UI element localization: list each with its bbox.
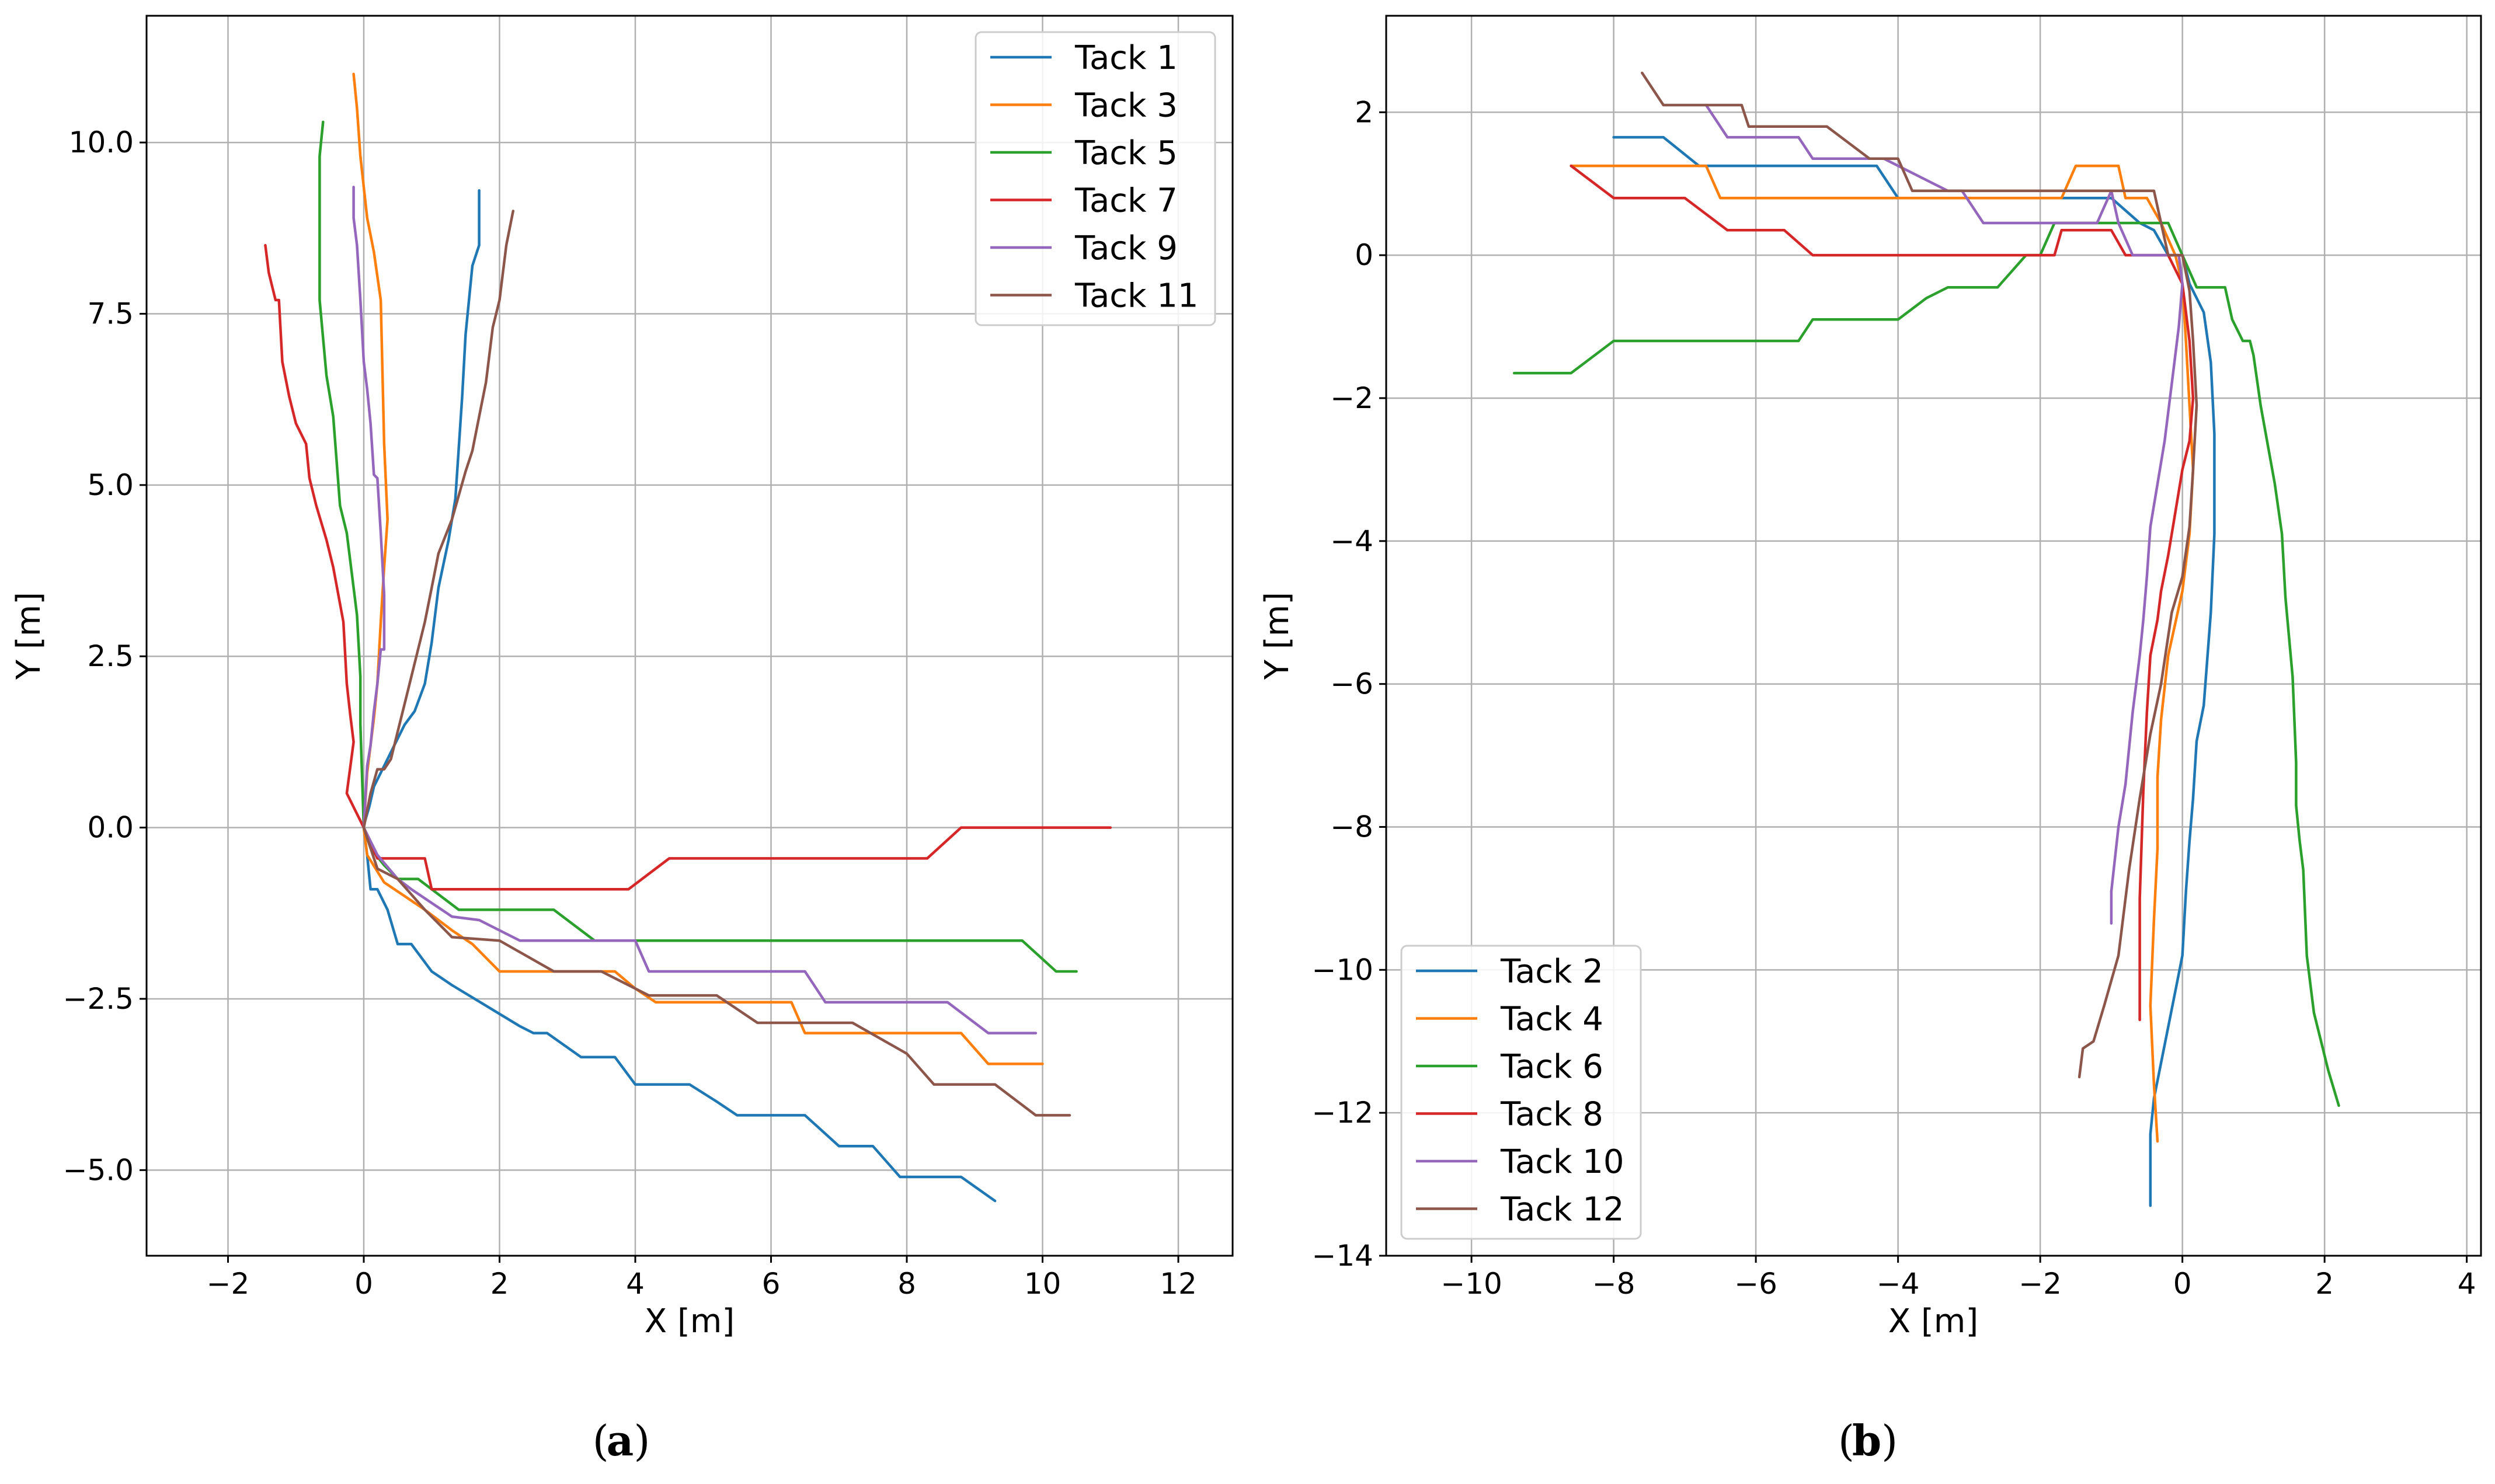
- chart-a-ytick-label-1: −2.5: [63, 982, 134, 1016]
- chart-b-xlabel: X [m]: [1888, 1302, 1978, 1340]
- chart-a-series-tack-3: [352, 72, 1044, 1065]
- caption-b-close: ): [1881, 1416, 1898, 1465]
- chart-a-xtick-label-4: 6: [762, 1267, 781, 1301]
- chart-a-xtick-label-1: 0: [354, 1267, 373, 1301]
- chart-b-legend-label-0: Tack 2: [1500, 953, 1603, 991]
- chart-a-ytick-label-4: 5.0: [87, 468, 134, 502]
- chart-a-x-ticks: −2 0 2 4 6 8 10 12: [207, 1256, 1197, 1301]
- chart-b-xtick-label-6: 2: [2315, 1267, 2334, 1301]
- chart-b-xtick-label-5: 0: [2173, 1267, 2192, 1301]
- chart-b-legend-label-4: Tack 10: [1500, 1143, 1624, 1181]
- chart-b-ytick-label-6: −2: [1330, 381, 1373, 415]
- chart-b-xtick-label-1: −8: [1592, 1267, 1636, 1301]
- chart-a-ylabel: Y [m]: [10, 592, 48, 680]
- chart-b-legend-label-1: Tack 4: [1500, 1001, 1603, 1039]
- chart-a-y-ticks: −5.0 −2.5 0.0 2.5 5.0 7.5 10.0: [63, 126, 147, 1187]
- chart-b: −10 −8 −6 −4 −2 0 2 4 −14 −12 −10 −8 −6 −4 −2 0 2 X [m]…: [1258, 15, 2482, 1340]
- chart-b-ytick-label-1: −12: [1311, 1096, 1373, 1130]
- chart-a-xlabel: X [m]: [645, 1302, 735, 1340]
- chart-a-legend-label-5: Tack 11: [1074, 277, 1199, 315]
- chart-a-legend-label-1: Tack 3: [1074, 87, 1178, 125]
- chart-b-legend-label-5: Tack 12: [1500, 1191, 1624, 1229]
- chart-b-ytick-label-3: −8: [1330, 810, 1373, 844]
- caption-b-open: (: [1838, 1416, 1854, 1465]
- caption-a-open: (: [593, 1416, 609, 1465]
- chart-a-xtick-label-2: 2: [490, 1267, 509, 1301]
- chart-a-legend-label-2: Tack 5: [1074, 134, 1178, 172]
- chart-a-series-tack-11: [362, 210, 1071, 1117]
- chart-b-xtick-label-7: 4: [2458, 1267, 2476, 1301]
- chart-b-series-tack-6: [1512, 221, 2340, 1107]
- chart-b-legend-label-3: Tack 8: [1500, 1096, 1603, 1134]
- chart-b-ytick-label-5: −4: [1330, 524, 1373, 558]
- chart-b-xtick-label-0: −10: [1440, 1267, 1502, 1301]
- caption-a-close: ): [634, 1416, 650, 1465]
- chart-b-ytick-label-8: 2: [1355, 95, 1373, 129]
- chart-b-frame: [1385, 15, 2482, 1257]
- chart-a-series-tack-9: [352, 186, 1038, 1034]
- chart-b-series-tack-10: [1704, 103, 2184, 925]
- chart-a-xtick-label-3: 4: [626, 1267, 645, 1301]
- chart-b-xtick-label-4: −2: [2019, 1267, 2062, 1301]
- chart-a-legend-label-0: Tack 1: [1074, 39, 1178, 77]
- chart-b-legend-label-2: Tack 6: [1500, 1048, 1603, 1086]
- chart-b-series: [1512, 71, 2340, 1207]
- chart-a-ytick-label-2: 0.0: [87, 811, 134, 845]
- caption-a: a: [607, 1416, 634, 1465]
- caption-b-group: ( b ): [1838, 1416, 1898, 1465]
- chart-a-series-tack-5: [318, 120, 1078, 973]
- chart-b-legend: Tack 2 Tack 4 Tack 6 Tack 8 Tack 10 Tack 12: [1400, 945, 1642, 1240]
- chart-a-ytick-label-5: 7.5: [87, 297, 134, 330]
- chart-b-ytick-label-4: −6: [1330, 667, 1373, 701]
- chart-b-ylabel: Y [m]: [1258, 592, 1296, 680]
- chart-a-ytick-label-0: −5.0: [63, 1153, 134, 1187]
- chart-a-legend-label-4: Tack 9: [1074, 229, 1178, 267]
- chart-a-xtick-label-0: −2: [207, 1267, 250, 1301]
- chart-b-ytick-label-0: −14: [1311, 1239, 1373, 1273]
- caption-b: b: [1852, 1416, 1881, 1465]
- chart-a-frame: [145, 15, 1234, 1257]
- chart-a-ytick-label-6: 10.0: [69, 126, 134, 159]
- chart-b-x-ticks: −10 −8 −6 −4 −2 0 2 4: [1440, 1256, 2476, 1301]
- chart-a-series-tack-7: [264, 243, 1112, 891]
- chart-b-series-tack-12: [1641, 71, 2198, 1079]
- chart-a-xtick-label-7: 12: [1160, 1267, 1197, 1301]
- chart-a-series-tack-1: [362, 189, 997, 1203]
- chart-a-legend-label-3: Tack 7: [1074, 182, 1178, 220]
- chart-b-ytick-label-7: 0: [1355, 238, 1373, 272]
- chart-a-series: [264, 72, 1112, 1203]
- chart-a-xtick-label-6: 10: [1024, 1267, 1062, 1301]
- chart-b-xtick-label-3: −4: [1877, 1267, 1920, 1301]
- chart-a-ytick-label-3: 2.5: [87, 639, 134, 673]
- chart-b-y-ticks: −14 −12 −10 −8 −6 −4 −2 0 2: [1311, 95, 1386, 1273]
- chart-a-xtick-label-5: 8: [897, 1267, 916, 1301]
- caption-a-group: ( a ): [593, 1416, 650, 1465]
- chart-a: −2 0 2 4 6 8 10 12 −5.0 −2.5 0.0 2.5 5.0 7.5 10.0 X […: [10, 15, 1234, 1340]
- chart-b-xtick-label-2: −6: [1734, 1267, 1777, 1301]
- chart-a-legend: Tack 1 Tack 3 Tack 5 Tack 7 Tack 9 Tack 11: [975, 31, 1216, 326]
- chart-b-ytick-label-2: −10: [1311, 953, 1373, 987]
